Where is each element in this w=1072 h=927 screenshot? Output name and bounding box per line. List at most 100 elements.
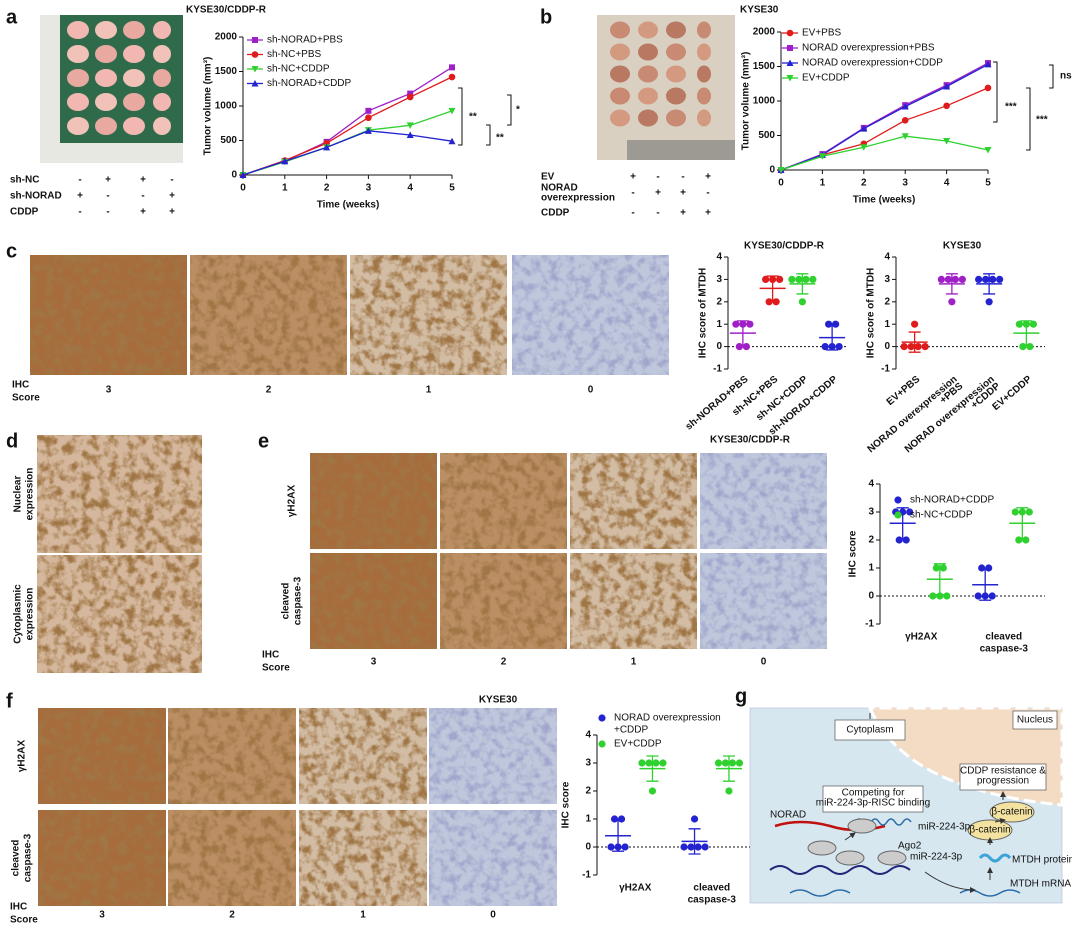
x-tick-label: 5 [449, 183, 455, 194]
marker [406, 131, 414, 138]
marker [984, 84, 992, 92]
data-point [762, 275, 770, 283]
data-point [907, 343, 915, 351]
y-tick-label: -1 [881, 364, 890, 375]
marker [364, 127, 372, 134]
row-label: caspase-3 [23, 833, 34, 882]
ihc-texture [168, 810, 296, 906]
legend-label: sh-NORAD+CDDP [267, 78, 352, 89]
group-sign: - [656, 208, 659, 219]
y-tick-label: 2000 [215, 32, 238, 43]
tumor [67, 21, 89, 39]
legend-label: NORAD overexpression+PBS [802, 43, 935, 54]
legend-label: +CDDP [614, 725, 649, 736]
legend-label: sh-NC+CDDP [910, 510, 973, 521]
ihc-texture [512, 255, 669, 375]
y-tick-label: 2 [585, 786, 591, 797]
group-sign: + [680, 188, 686, 199]
tumor [123, 21, 145, 39]
marker [984, 60, 992, 68]
ihc-texture [37, 435, 202, 553]
x-tick-label: 4 [407, 183, 413, 194]
data-point [798, 298, 806, 306]
y-tick-label: 4 [716, 252, 722, 263]
legend-marker [894, 496, 902, 504]
significance-label: *** [1005, 102, 1017, 113]
marker [281, 157, 289, 165]
x-tick-label: caspase-3 [688, 895, 737, 906]
data-point [989, 275, 997, 283]
data-point [652, 759, 660, 767]
y-tick-label: 500 [758, 130, 775, 141]
data-point [735, 343, 743, 351]
diagram-label: NORAD [770, 810, 806, 821]
sd-bar [612, 819, 625, 852]
x-tick-label: cleaved [693, 883, 730, 894]
ihc-texture [700, 553, 827, 649]
x-tick-label: 0 [778, 178, 784, 189]
y-tick-label: 1500 [753, 61, 776, 72]
mechanism-diagram [749, 706, 1064, 904]
significance-bracket [507, 94, 512, 126]
chart-title: KYSE30 [943, 241, 982, 252]
data-point [996, 275, 1004, 283]
tumor [123, 117, 145, 135]
marker [786, 75, 794, 82]
sd-bar [1016, 507, 1029, 540]
row-label: cleaved [11, 840, 22, 877]
data-point [943, 592, 951, 600]
data-point [1022, 536, 1030, 544]
y-tick-label: 1500 [215, 66, 238, 77]
data-point [690, 815, 699, 823]
tumor [697, 109, 711, 127]
box-label: CDDP resistance & [960, 766, 1046, 777]
panel-letter: b [540, 6, 552, 28]
x-tick-label: γH2AX [619, 883, 652, 894]
group-label: EV [541, 172, 555, 183]
ihc-score-label: Score [10, 915, 38, 926]
significance-label: *** [1036, 115, 1048, 126]
group-sign: + [169, 207, 175, 218]
sd-bar [896, 507, 909, 540]
group-label: NORAD [541, 183, 578, 194]
tumor [666, 109, 686, 127]
sd-bar [646, 755, 659, 782]
group-label: sh-NORAD [10, 191, 62, 202]
sd-bar [933, 563, 946, 596]
y-axis-label: IHC score of MTDH [866, 268, 877, 359]
ihc-texture [700, 453, 827, 549]
y-tick-label: 0 [585, 842, 591, 853]
row-label: γH2AX [287, 485, 298, 518]
group-label: CDDP [541, 208, 570, 219]
diagram-label: MTDH protein [1012, 855, 1072, 866]
group-sign: + [705, 172, 711, 183]
ihc-score: 2 [229, 910, 235, 921]
data-point [809, 275, 817, 283]
y-tick-label: 3 [716, 274, 722, 285]
significance-label: ns [1060, 71, 1072, 82]
legend-label: NORAD overexpression+CDDP [802, 58, 943, 69]
ihc-texture [310, 553, 437, 649]
significance-label: * [516, 105, 520, 116]
ihc-texture [310, 453, 437, 549]
data-point [638, 759, 646, 767]
y-tick-label: 0 [769, 165, 775, 176]
marker [984, 146, 992, 154]
tumor [610, 21, 630, 39]
y-axis-label: Tumor volume (mm³) [203, 57, 214, 156]
group-sign: - [78, 175, 81, 186]
tumor [95, 117, 117, 135]
ihc-texture [440, 453, 567, 549]
data-point [607, 843, 615, 851]
y-tick-label: 0 [884, 341, 890, 352]
group-sign: - [170, 175, 173, 186]
y-tick-label: 0 [868, 591, 874, 602]
sd-bar [826, 324, 839, 351]
sd-bar [1020, 320, 1033, 347]
sd-bar [736, 320, 749, 347]
sd-bar [796, 273, 809, 295]
legend-label: NORAD overexpression [614, 713, 721, 724]
group-sign: + [105, 175, 111, 186]
tumor [697, 87, 711, 105]
